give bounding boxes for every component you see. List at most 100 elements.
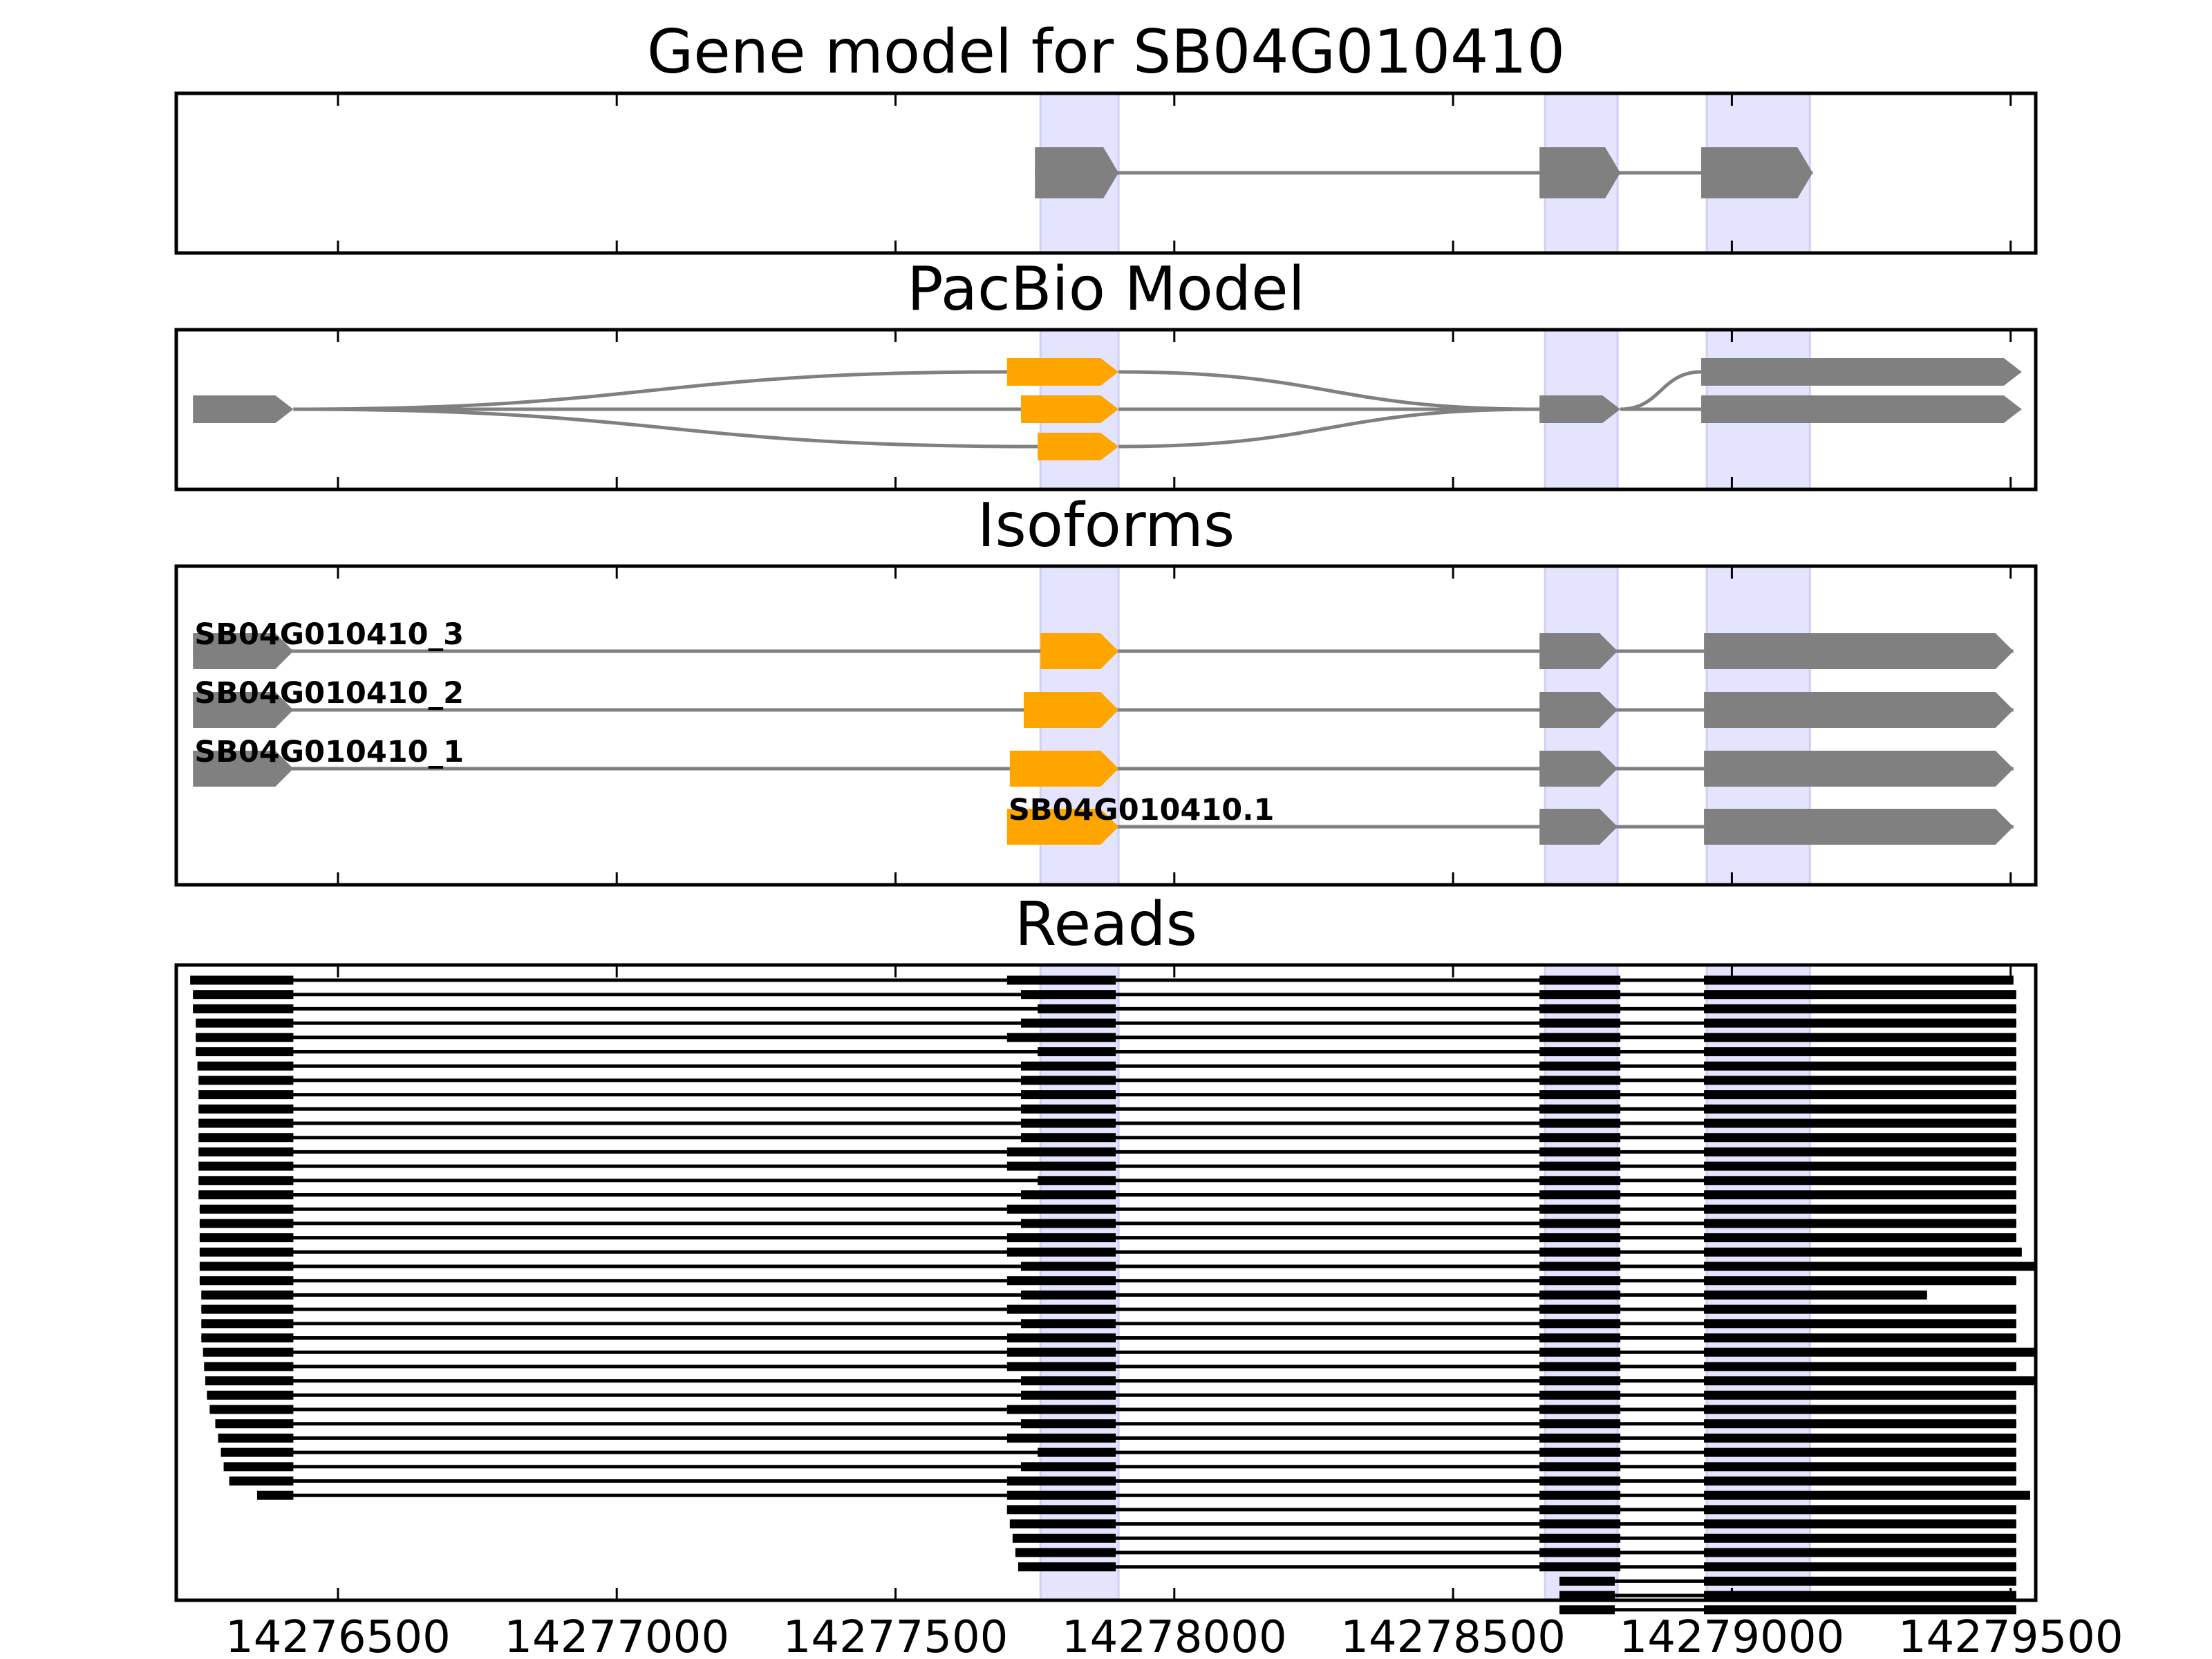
read-exon3-3 [1539,1018,1621,1028]
read-exon4-24 [1704,1319,2016,1329]
read-exon1-3 [196,1018,294,1028]
read-exon1-30 [209,1405,294,1414]
read-exon4-16 [1704,1204,2016,1214]
axes-frame-reads [174,963,2038,1602]
read-exon4-35 [1704,1477,2016,1485]
read-exon2-12 [1006,1147,1116,1156]
read-exon1-0 [190,975,294,985]
read-exon3-44 [1559,1605,1615,1615]
exon-isoforms-2-2 [1539,751,1618,787]
read-exon4-25 [1704,1333,2016,1342]
exon-pacbio-1-orange [1020,395,1119,423]
read-exon2-17 [1020,1219,1116,1228]
read-exon3-17 [1539,1219,1621,1228]
read-exon4-43 [1704,1591,2016,1600]
isoform-label-2: SB04G010410_1 [194,735,464,769]
read-exon4-20 [1704,1262,2036,1271]
exon-gene_model-0-0 [1035,147,1119,198]
read-exon3-10 [1539,1118,1621,1128]
x-tick-label-0: 14276500 [225,1612,451,1659]
read-exon1-35 [229,1477,294,1485]
read-exon4-26 [1704,1347,2036,1357]
read-exon4-14 [1704,1176,2016,1185]
read-exon2-4 [1006,1033,1116,1042]
exon-isoforms-1-3 [1704,692,2014,728]
read-exon3-29 [1539,1390,1621,1400]
read-exon3-7 [1539,1076,1621,1085]
read-exon2-25 [1006,1333,1116,1342]
read-exon4-41 [1704,1562,2016,1572]
read-exon4-17 [1704,1219,2016,1228]
read-exon3-42 [1559,1576,1615,1586]
read-exon3-0 [1539,975,1621,985]
read-exon4-9 [1704,1104,2016,1114]
read-exon3-15 [1539,1190,1621,1199]
read-exon4-42 [1704,1576,2016,1586]
read-exon4-21 [1704,1276,2016,1286]
isoform-label-1: SB04G010410_2 [194,676,464,711]
read-exon1-15 [198,1190,294,1199]
read-exon2-19 [1006,1247,1116,1257]
read-exon3-8 [1539,1090,1621,1100]
exon-isoforms-3-1 [1539,809,1618,845]
title-isoforms: Isoforms [977,490,1235,561]
read-exon1-32 [218,1433,294,1443]
read-exon3-33 [1539,1447,1621,1457]
read-exon4-27 [1704,1362,2016,1371]
panel-reads [190,975,2036,1615]
read-exon3-6 [1539,1061,1621,1071]
read-exon1-20 [199,1262,294,1271]
read-exon4-19 [1704,1247,2022,1257]
read-exon1-27 [204,1362,294,1371]
x-tick-label-1: 14277000 [504,1612,729,1659]
read-exon3-22 [1539,1290,1621,1300]
x-axis-ticks [337,93,2012,1600]
read-exon2-1 [1020,990,1116,1000]
read-exon2-7 [1020,1076,1116,1085]
read-exon3-41 [1539,1562,1621,1572]
read-exon4-2 [1704,1004,2016,1013]
intron-pacbio-0-c [1620,370,1702,411]
read-exon1-25 [201,1333,294,1342]
read-exon3-39 [1539,1533,1621,1543]
read-exon1-5 [196,1047,294,1056]
exon-pacbio-2-orange [1038,433,1119,460]
read-exon2-22 [1020,1290,1116,1300]
read-exon2-36 [1006,1490,1116,1500]
exon-isoforms-0-0 [193,633,294,669]
read-exon1-4 [196,1033,294,1042]
panel-isoforms: SB04G010410_3 SB04G010410_2 SB04G010410_1 S… [193,617,2014,845]
read-exon4-13 [1704,1161,2016,1171]
read-exon1-2 [193,1004,294,1013]
read-exon3-38 [1539,1519,1621,1529]
exon-isoforms-2-0 [193,751,294,787]
read-exon4-12 [1704,1147,2016,1156]
read-exon4-3 [1704,1018,2016,1028]
exon-isoforms-0-2 [1539,633,1618,669]
read-exon3-40 [1539,1548,1621,1557]
read-exon3-25 [1539,1333,1621,1342]
read-exon2-18 [1006,1233,1116,1243]
read-exon2-11 [1020,1133,1116,1143]
read-exon1-7 [198,1076,294,1085]
read-exon4-40 [1704,1548,2016,1557]
read-exon4-31 [1704,1419,2016,1429]
read-exon3-9 [1539,1104,1621,1114]
read-exon2-13 [1006,1161,1116,1171]
read-exon3-2 [1539,1004,1621,1013]
read-exon1-29 [207,1390,294,1400]
exon-isoforms-2-1 [1009,751,1119,787]
exon-isoforms-3-0 [1006,809,1119,845]
read-exon3-23 [1539,1304,1621,1314]
read-exon1-19 [199,1247,294,1257]
read-exon4-44 [1704,1605,2016,1615]
exon-pacbio-1-last [1701,395,2022,423]
read-exon4-37 [1704,1505,2016,1515]
read-exon4-32 [1704,1433,2016,1443]
exon-isoforms-3-2 [1704,809,2014,845]
axes-frame-gene-model [174,91,2038,255]
read-exon4-23 [1704,1304,2016,1314]
exon-isoforms-0-1 [1040,633,1119,669]
read-exon3-43 [1559,1591,1615,1600]
title-pacbio-model: PacBio Model [907,254,1305,324]
